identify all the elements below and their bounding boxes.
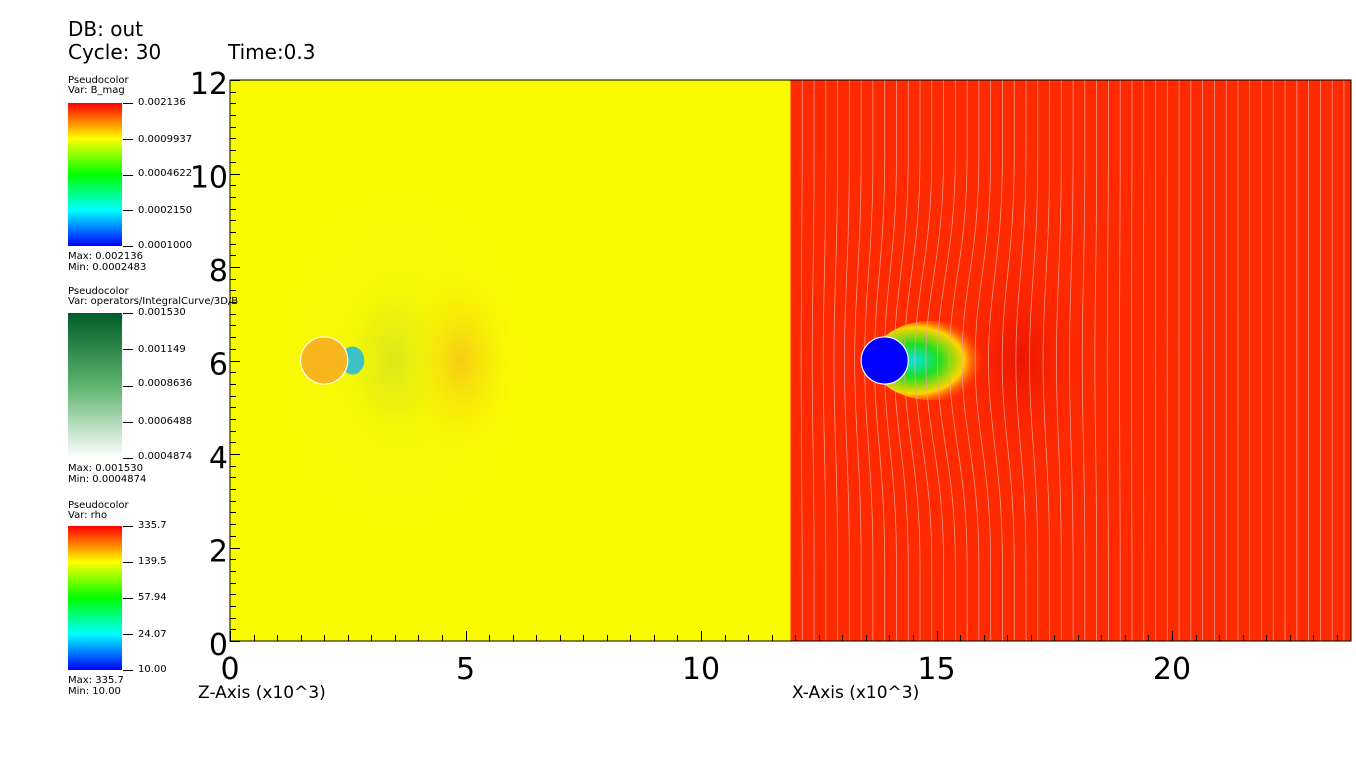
legend-min: Min: 10.00 [68, 686, 121, 697]
streamline [914, 80, 933, 641]
legend-tick-label: 24.07 [138, 629, 167, 640]
legend-colorbar-bmag [68, 103, 122, 246]
legend-tick-marks [123, 103, 133, 671]
streamline [974, 80, 992, 641]
streamline [1029, 80, 1039, 641]
streamline [822, 80, 827, 641]
legend-tick-label: 0.0006488 [138, 416, 193, 427]
streamline [1106, 80, 1109, 641]
streamline [1055, 80, 1062, 641]
legend-min: Min: 0.0002483 [68, 262, 147, 273]
y-tick-label: 8 [209, 254, 228, 289]
streamline [988, 80, 1003, 641]
legend-tick-label: 0.001530 [138, 307, 186, 318]
y-tick-label: 0 [209, 628, 228, 663]
legend-tick-label: 57.94 [138, 592, 167, 603]
legend-plot-type: Pseudocolor [68, 75, 129, 86]
streamline [1069, 80, 1074, 641]
legend-plot-type: Pseudocolor [68, 286, 129, 297]
legend-tick-label: 10.00 [138, 664, 167, 675]
cycle-label: Cycle: 30 [68, 40, 162, 64]
obstacle-right [860, 336, 909, 385]
panel-left-shock [399, 257, 523, 464]
legend-plot-type: Pseudocolor [68, 500, 129, 511]
streamline [1119, 80, 1121, 641]
plot-frame [229, 79, 1352, 642]
streamline [854, 80, 862, 641]
panel-right-shock [945, 238, 1097, 483]
legend-max: Max: 0.001530 [68, 463, 143, 474]
z-axis-title: Z-Axis (x10^3) [198, 683, 326, 703]
y-tick-label: 6 [209, 348, 228, 383]
streamline [811, 80, 815, 641]
legend-tick-label: 0.001149 [138, 344, 186, 355]
legend-var-name: Var: B_mag [68, 85, 125, 96]
legend-var-name: Var: rho [68, 510, 108, 521]
legend-tick-label: 0.0002150 [138, 205, 193, 216]
legend-max: Max: 335.7 [68, 675, 124, 686]
legend-tick-label: 0.002136 [138, 97, 186, 108]
axis-ticks [230, 80, 1338, 642]
legend-min: Min: 0.0004874 [68, 474, 147, 485]
legend-tick-label: 0.0008636 [138, 378, 193, 389]
streamline [925, 80, 944, 641]
x-tick-label: 5 [456, 652, 475, 687]
streamline [1081, 80, 1086, 641]
x-tick-label: 20 [1153, 652, 1191, 687]
plot-area: 0 5 10 15 20 0 2 4 6 8 10 12 [190, 67, 1352, 687]
y-tick-label: 10 [190, 161, 228, 196]
panel-right-wake [872, 320, 991, 401]
x-tick-label: 0 [220, 652, 239, 687]
streamline [961, 80, 980, 641]
streamline [1094, 80, 1098, 641]
legend-tick-label: 0.0009937 [138, 134, 193, 145]
legend-tick-label: 335.7 [138, 520, 167, 531]
legend-tick-label: 0.0001000 [138, 240, 193, 251]
streamline [1001, 80, 1015, 641]
legend-tick-label: 0.0004874 [138, 451, 193, 462]
streamline [800, 80, 803, 641]
legend-colorbar-integral-curve [68, 313, 122, 458]
y-tick-label: 4 [209, 441, 228, 476]
legend-max: Max: 0.002136 [68, 251, 143, 262]
x-tick-label: 10 [682, 652, 720, 687]
legend-var-name: Var: operators/IntegralCurve/3D/B [68, 296, 239, 307]
x-axis-title: X-Axis (x10^3) [792, 683, 920, 703]
streamline [949, 80, 968, 641]
streamline [936, 80, 956, 641]
streamline [1042, 80, 1050, 641]
x-tick-label: 15 [917, 652, 955, 687]
database-label: DB: out [68, 17, 143, 41]
time-label: Time:0.3 [228, 40, 316, 64]
streamline [833, 80, 839, 641]
y-tick-label: 2 [209, 535, 228, 570]
legend-tick-label: 139.5 [138, 556, 167, 567]
y-tick-label: 12 [190, 67, 228, 102]
legend-tick-label: 0.0004622 [138, 168, 193, 179]
legend-colorbar-rho [68, 526, 122, 670]
streamline [1015, 80, 1027, 641]
obstacle-left [300, 336, 349, 385]
streamline [844, 80, 850, 641]
